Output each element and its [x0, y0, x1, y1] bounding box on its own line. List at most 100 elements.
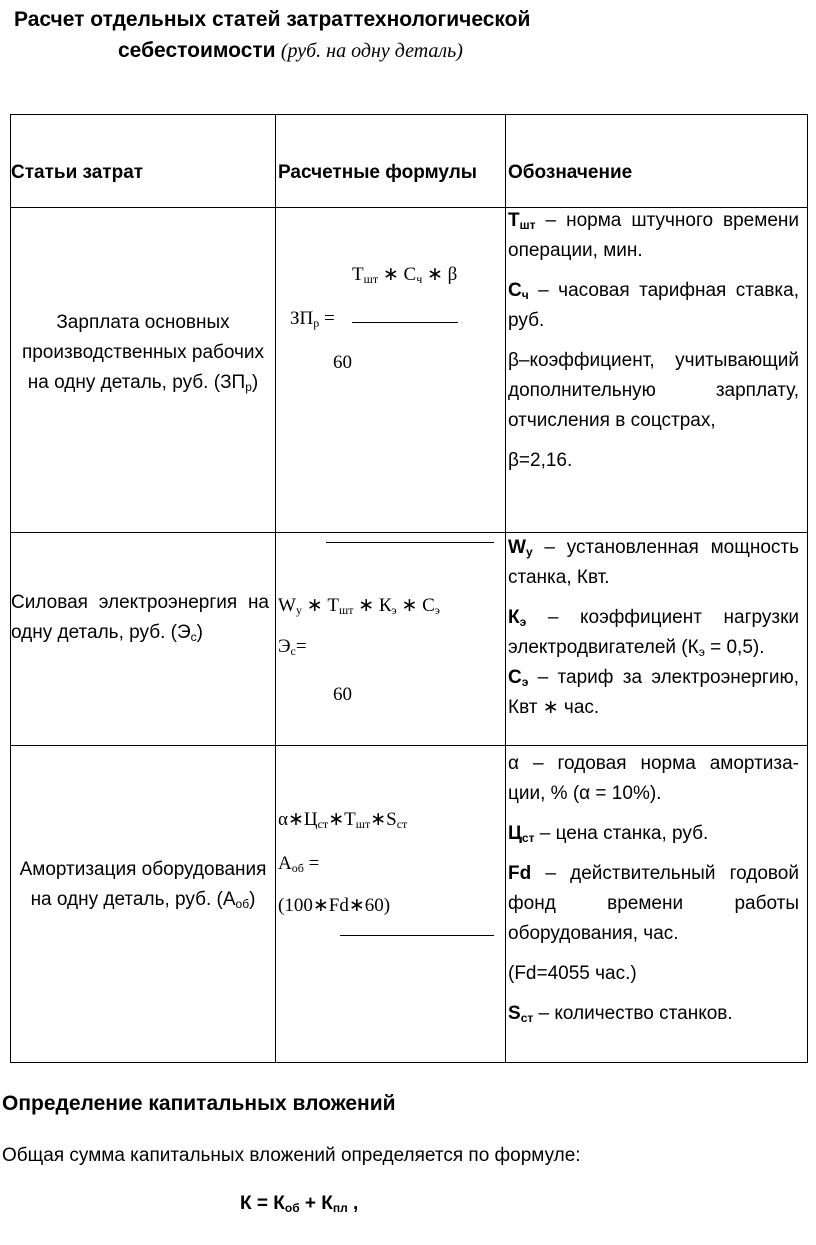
cost-item-wages: Зарплата основных производственных рабоч…: [14, 308, 272, 398]
cost-item-electricity: Силовая электроэнергия на одну деталь, р…: [11, 588, 269, 648]
subscript: пл: [332, 1201, 348, 1215]
table-border-bottom: [10, 1062, 808, 1063]
text-run: ∗ К: [353, 595, 392, 616]
table-border-right: [807, 114, 808, 1063]
text-run: ,: [347, 1193, 359, 1214]
designation-entry: Цст – цена станка, руб.: [508, 819, 799, 849]
table-border-left: [10, 114, 11, 1063]
formula-lhs: ЗПр =: [290, 308, 335, 330]
table-column-divider: [505, 114, 506, 1063]
text-run: (Fd=4055 час.): [508, 963, 637, 984]
title-line-2: себестоимости (руб. на одну деталь): [118, 39, 463, 63]
capital-formula: К = Коб + Кпл ,: [240, 1193, 358, 1215]
text-run: ∗S: [370, 809, 397, 830]
subscript: об: [291, 861, 304, 875]
subscript: э: [519, 615, 527, 629]
formula-numerator: α∗Цст∗Тшт∗Sст: [278, 808, 407, 831]
text-run: – тариф за электроэнергию, Квт ∗ час.: [508, 667, 799, 718]
subscript: ч: [416, 272, 423, 286]
designation-entry: Сэ – тариф за электроэнергию, Квт ∗ час.: [508, 663, 799, 723]
text-run: ): [251, 372, 259, 393]
subscript: шт: [519, 218, 536, 232]
text-run: Силовая электроэнергия на одну деталь, р…: [11, 592, 269, 643]
header-designation: Обозначение: [508, 162, 633, 183]
designation-entry: β=2,16.: [508, 446, 799, 476]
text-run: С: [508, 667, 522, 688]
table-column-divider: [275, 114, 276, 1063]
subscript: р: [313, 316, 320, 330]
text-run: Т: [352, 264, 364, 285]
designation-entry: Сч – часовая тарифная ставка, руб.: [508, 276, 799, 336]
text-run: ): [196, 622, 203, 643]
text-run: Ц: [508, 823, 522, 844]
text-run: ∗ С: [396, 595, 435, 616]
designation-entry: β–коэффициент, учитывающий дополнительну…: [508, 346, 799, 436]
text-run: – норма штучного времени операции, мин.: [508, 210, 799, 261]
text-run: Э: [278, 636, 291, 657]
title-bold: себестоимости: [118, 39, 276, 62]
text-run: – установленная мощность станка, Квт.: [508, 537, 799, 588]
text-run: ЗП: [290, 308, 314, 329]
header-cost-items: Статьи затрат: [11, 162, 144, 183]
text-run: ∗ β: [422, 264, 458, 285]
text-run: – действительный годовой фонд времени ра…: [508, 863, 799, 944]
fraction-line: [340, 935, 494, 936]
formula-numerator: Wу ∗ Тшт ∗ Кэ ∗ Сэ: [278, 594, 440, 617]
subscript: шт: [363, 272, 379, 286]
text-run: ∗Т: [328, 809, 356, 830]
text-run: =: [319, 308, 335, 329]
subscript: с: [290, 644, 296, 658]
subscript: об: [235, 897, 250, 911]
formula-denominator: (100∗Fd∗60): [278, 895, 391, 916]
text-run: Т: [508, 210, 520, 231]
text-run: ∗ Т: [301, 595, 339, 616]
title-line-1: Расчет отдельных статей затраттехнологич…: [14, 8, 531, 31]
subscript: у: [295, 603, 302, 617]
subscript: э: [698, 645, 705, 659]
subscript: об: [284, 1201, 300, 1215]
text-run: Зарплата основных производственных рабоч…: [21, 312, 265, 393]
text-run: Амортизация оборудования на одну деталь,…: [19, 859, 267, 910]
text-run: – часовая тарифная ставка, руб.: [508, 280, 799, 331]
designation-entry: (Fd=4055 час.): [508, 959, 799, 989]
text-run: ): [249, 889, 256, 910]
text-run: + К: [299, 1193, 333, 1214]
designation-entry: Тшт – норма штучного времени операции, м…: [508, 206, 799, 266]
designation-entry: Wу – установленная мощность станка, Квт.: [508, 533, 799, 593]
text-run: Fd: [508, 863, 532, 884]
subscript: шт: [338, 603, 354, 617]
fraction-line: [352, 322, 458, 323]
designation-entry: Fd – действительный годовой фонд времени…: [508, 859, 799, 949]
subscript: с: [190, 630, 197, 644]
text-run: W: [278, 595, 296, 616]
text-run: А: [278, 853, 292, 874]
header-formulas: Расчетные формулы: [278, 162, 478, 183]
designation-entry: α – годовая норма амортиза-ции, % (α = 1…: [508, 749, 799, 809]
subscript: э: [391, 603, 397, 617]
text-run: К: [508, 607, 520, 628]
subscript: ст: [521, 831, 535, 845]
text-run: – коэффициент нагрузки электродвигателей…: [508, 607, 799, 658]
formula-denominator: 60: [333, 352, 352, 373]
text-run: – цена станка, руб.: [534, 823, 709, 844]
text-run: – количество станков.: [533, 1003, 733, 1024]
text-run: S: [508, 1003, 521, 1024]
subscript: э: [434, 603, 440, 617]
text-run: W: [508, 537, 526, 558]
table-divider: [10, 745, 808, 746]
section-paragraph: Общая сумма капитальных вложений определ…: [2, 1145, 581, 1166]
subscript: р: [245, 380, 252, 394]
formula-denominator: 60: [333, 684, 352, 705]
text-run: ∗ С: [378, 264, 417, 285]
text-run: α – годовая норма амортиза-ции, % (α = 1…: [508, 753, 799, 804]
designation-depreciation: α – годовая норма амортиза-ции, % (α = 1…: [508, 749, 799, 1029]
text-run: С: [508, 280, 522, 301]
text-run: β=2,16.: [508, 450, 573, 471]
table-border-top: [10, 114, 808, 115]
title-italic: (руб. на одну деталь): [280, 40, 463, 62]
designation-wages: Тшт – норма штучного времени операции, м…: [508, 206, 799, 476]
text-run: β–коэффициент, учитывающий дополнительну…: [508, 350, 799, 431]
subscript: ст: [396, 817, 408, 831]
cost-item-depreciation: Амортизация оборудования на одну деталь,…: [14, 855, 272, 915]
